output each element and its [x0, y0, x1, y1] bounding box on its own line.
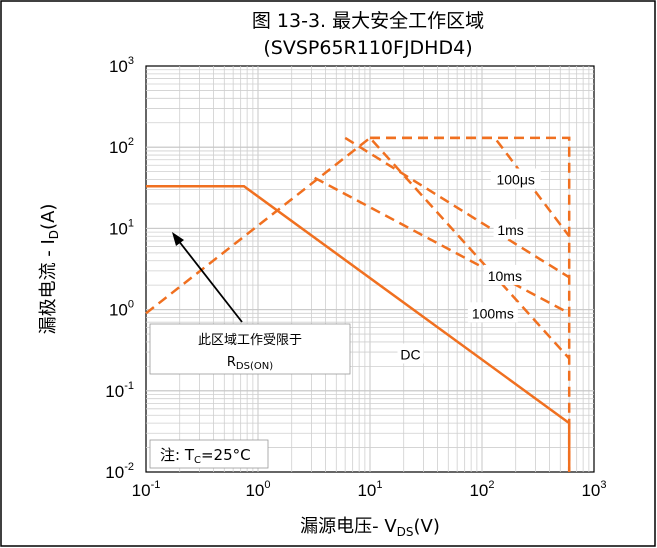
y-tick-label: 10-1	[105, 380, 134, 401]
y-tick-label: 101	[109, 217, 134, 238]
annotation-bg	[483, 264, 526, 285]
x-axis-label: 漏源电压- VDS(V)	[300, 516, 440, 539]
y-tick-labels: 10-2 10-1 100 101 102 103	[105, 55, 134, 482]
annotation-bg	[490, 168, 541, 189]
annotation-label: 100μs	[496, 172, 534, 188]
x-tick-label: 100	[245, 479, 270, 500]
rds-arrow	[172, 232, 243, 323]
chart-subtitle: (SVSP65R110FJDHD4)	[263, 37, 472, 59]
y-tick-label: 102	[109, 136, 134, 157]
x-tick-labels: 10-1 100 101 102 103	[132, 479, 607, 500]
y-tick-label: 100	[109, 299, 134, 320]
y-tick-label: 103	[109, 55, 134, 76]
annotation-label: 100ms	[472, 305, 514, 321]
tc-note-box	[149, 439, 269, 469]
series-annotations: 100μs 1ms 10ms 100ms DC	[397, 168, 541, 364]
series-100ms	[145, 136, 571, 360]
rds-note-line1: 此区域工作受限于	[198, 333, 302, 348]
chart-title: 图 13-3. 最大安全工作区域	[252, 10, 484, 32]
series-1ms	[344, 136, 570, 279]
y-tick-label: 10-2	[105, 461, 134, 482]
series-10ms	[314, 176, 570, 315]
annotation-label: 1ms	[497, 222, 523, 238]
annotation-bg	[397, 343, 424, 364]
annotation-bg	[493, 219, 528, 240]
x-tick-label: 10-1	[132, 479, 161, 500]
series-dc	[146, 185, 571, 472]
tc-note: 注: TC=25°C	[160, 446, 251, 466]
x-tick-label: 103	[581, 479, 606, 500]
series-group	[145, 136, 571, 472]
rds-note-box	[149, 323, 351, 375]
x-tick-label: 101	[357, 479, 382, 500]
rds-note-line2: RDS(ON)	[227, 355, 273, 372]
annotation-bg	[467, 302, 518, 323]
annotation-label: 10ms	[488, 268, 522, 284]
y-axis-label: 漏极电流 - ID(A)	[38, 204, 61, 335]
annotation-label: DC	[400, 346, 420, 362]
series-limit	[370, 136, 571, 472]
x-tick-label: 102	[469, 479, 494, 500]
